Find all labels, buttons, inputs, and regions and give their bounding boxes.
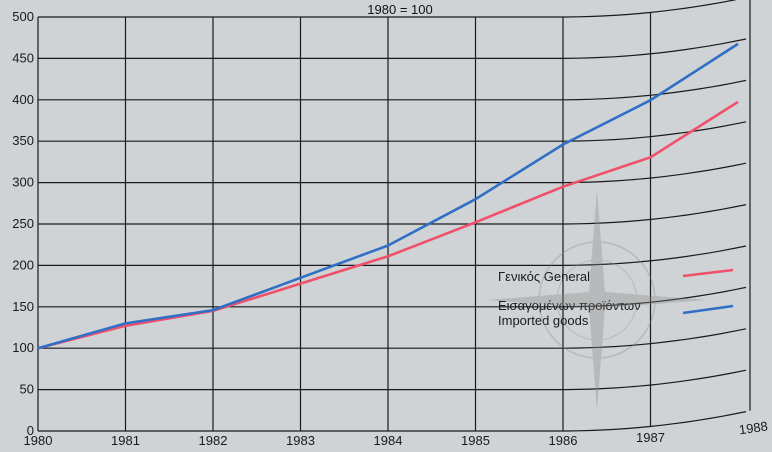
x-tick-label: 1986	[549, 433, 578, 448]
chart-title: 1980 = 100	[367, 2, 432, 17]
x-tick-labels: 1980 1981 1982 1983 1984 1985 1986 1987 1988	[24, 418, 769, 448]
seal-watermark	[487, 190, 707, 410]
legend-label-general: Γενικός General	[498, 269, 590, 284]
y-tick-label: 150	[12, 299, 34, 314]
legend-label-imported-2: Imported goods	[498, 313, 589, 328]
grid-line-h	[38, 328, 747, 349]
grid-line-h	[38, 245, 747, 266]
y-tick-label: 350	[12, 133, 34, 148]
legend-swatch-general	[682, 268, 734, 278]
x-tick-label: 1984	[374, 433, 403, 448]
x-tick-label: 1980	[24, 433, 53, 448]
grid-line-h	[38, 204, 747, 225]
x-tick-label: 1982	[199, 433, 228, 448]
y-tick-label: 200	[12, 257, 34, 272]
grid-line-h	[38, 411, 747, 432]
legend-swatch-imported	[682, 304, 734, 315]
grid-line-h	[38, 286, 747, 308]
grid-line-h	[38, 369, 747, 391]
grid-line-h	[38, 0, 738, 18]
y-tick-label: 250	[12, 216, 34, 231]
x-tick-label: 1988	[738, 418, 769, 437]
grid-line-h	[38, 162, 747, 184]
y-tick-labels: 0 50 100 150 200 250 300 350 400 450 500	[12, 9, 34, 438]
x-tick-label: 1985	[461, 433, 490, 448]
y-tick-label: 400	[12, 92, 34, 107]
y-tick-label: 50	[20, 382, 34, 397]
x-tick-label: 1983	[286, 433, 315, 448]
y-tick-label: 100	[12, 340, 34, 355]
y-tick-label: 0	[27, 423, 34, 438]
series-lines	[37, 42, 739, 350]
grid-line-h	[38, 38, 747, 60]
grid	[37, 0, 751, 432]
x-tick-label: 1987	[636, 430, 665, 445]
y-tick-label: 450	[12, 50, 34, 65]
legend: Γενικός General Εισαγομένων προϊόντων Im…	[498, 268, 734, 328]
grid-line-h	[38, 79, 747, 101]
y-tick-label: 500	[12, 9, 34, 24]
grid-line-h	[38, 121, 747, 142]
y-tick-label: 300	[12, 175, 34, 190]
legend-label-imported-1: Εισαγομένων προϊόντων	[498, 298, 641, 313]
x-tick-label: 1981	[111, 433, 140, 448]
